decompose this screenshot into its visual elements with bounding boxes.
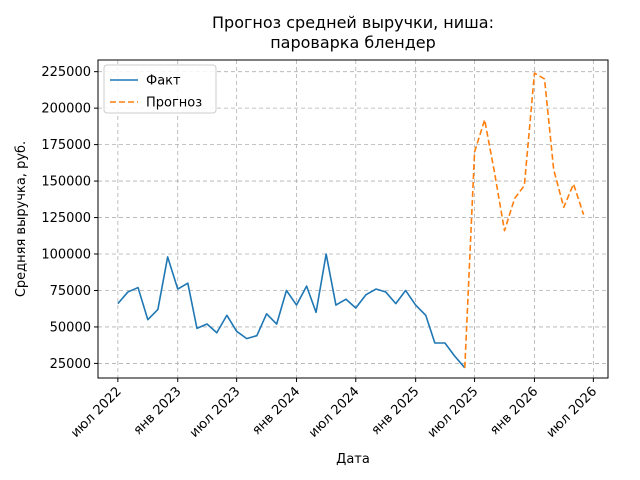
y-tick-label: 175000 (41, 138, 91, 153)
plot-frame (97, 59, 609, 379)
x-tick-label: июл 2022 (68, 384, 125, 441)
x-tick-label: янв 2023 (131, 384, 185, 438)
x-tick-label: июл 2024 (306, 384, 363, 441)
series-layer (117, 72, 585, 369)
series-line-actual (117, 253, 466, 369)
chart-title: Прогноз средней выручки, ниша:пароварка … (212, 13, 494, 52)
x-tick-label: июл 2025 (425, 384, 482, 441)
y-tick-label: 50000 (50, 320, 91, 335)
y-tick-label: 100000 (41, 248, 91, 263)
y-tick-label: 150000 (41, 175, 91, 190)
chart-title-line: Прогноз средней выручки, ниша: (212, 13, 494, 32)
y-tick-label: 225000 (41, 65, 91, 80)
y-tick-label: 125000 (41, 211, 91, 226)
x-axis-label: Дата (336, 452, 370, 467)
x-axis: июл 2022 янв 2023 июл 2023 янв 2024 июл 2024… (68, 378, 600, 441)
x-tick-label: июл 2026 (544, 384, 601, 441)
series-line-forecast (464, 72, 585, 368)
x-tick-label: янв 2025 (369, 384, 423, 438)
x-tick-label: янв 2026 (487, 384, 541, 438)
y-tick-label: 25000 (50, 357, 91, 372)
y-axis: 25000 50000 75000 100000 125000 150000 175000 2… (41, 65, 98, 372)
y-axis-label: Средняя выручка, руб. (14, 141, 29, 297)
legend-label: Факт (146, 74, 181, 89)
legend-label: Прогноз (146, 96, 202, 111)
x-tick-label: янв 2024 (249, 384, 303, 438)
y-tick-label: 75000 (50, 284, 91, 299)
legend: Факт Прогноз (103, 64, 217, 114)
y-tick-label: 200000 (41, 102, 91, 117)
legend-box (103, 64, 217, 114)
x-tick-label: июл 2023 (187, 384, 244, 441)
chart-title-line: пароварка блендер (270, 33, 436, 52)
